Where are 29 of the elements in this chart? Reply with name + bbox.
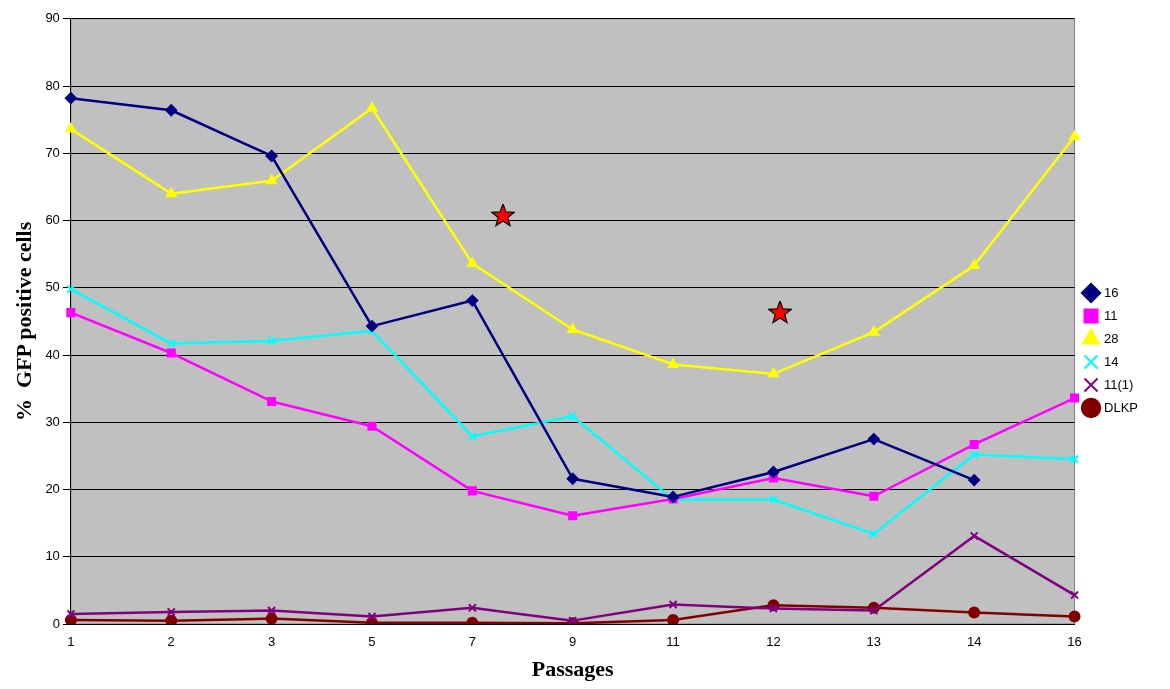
x-tick-label: 5 <box>368 634 376 650</box>
y-tick-label: 50 <box>45 279 60 295</box>
y-tick-label: 80 <box>45 77 60 93</box>
x-tick-label: 13 <box>866 634 882 650</box>
y-tick-label: 10 <box>45 548 60 564</box>
legend-label: 11(1) <box>1104 376 1134 392</box>
y-tick-label: 70 <box>45 144 60 160</box>
x-tick-label: 11 <box>666 634 680 650</box>
y-tick-label: 20 <box>45 481 60 497</box>
x-tick-label: 14 <box>966 634 982 650</box>
legend-label: DLKP <box>1104 399 1139 415</box>
legend-label: 16 <box>1104 284 1119 300</box>
x-tick-label: 16 <box>1067 634 1082 650</box>
y-tick-label: 0 <box>52 615 60 631</box>
y-tick-label: 90 <box>45 10 60 26</box>
x-tick-label: 2 <box>167 634 175 650</box>
x-tick-label: 9 <box>569 634 577 650</box>
y-tick-label: 60 <box>45 212 60 228</box>
x-tick-label: 12 <box>766 634 781 650</box>
y-tick-label: 40 <box>45 346 60 362</box>
y-axis-title: % GFP positive cells <box>10 221 36 421</box>
legend-label: 11 <box>1104 307 1118 323</box>
x-axis-title: Passages <box>531 656 615 682</box>
y-tick-label: 30 <box>45 413 60 429</box>
x-tick-label: 1 <box>67 634 75 650</box>
x-tick-label: 7 <box>468 634 476 650</box>
legend-label: 28 <box>1104 330 1119 346</box>
legend-label: 14 <box>1104 353 1119 369</box>
x-tick-label: 3 <box>267 634 276 650</box>
